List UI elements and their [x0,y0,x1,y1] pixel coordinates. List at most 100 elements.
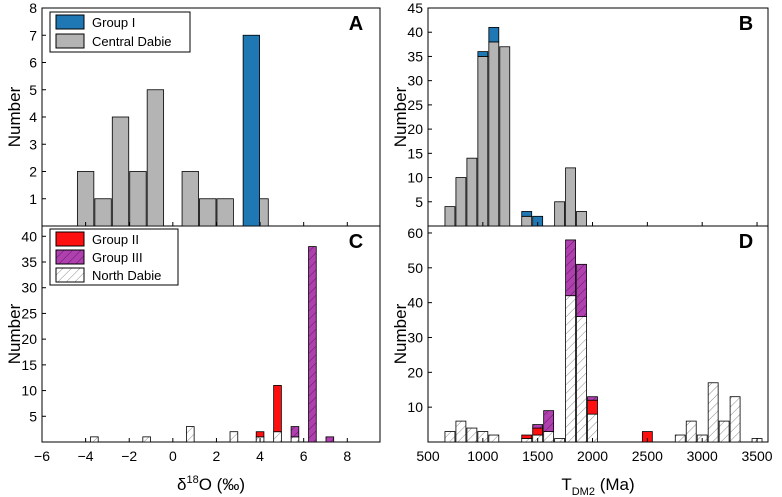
panel-a-ylabel: Number [5,86,24,147]
panel-b-ylabel: Number [391,86,410,147]
bar-b-central-1900 [576,211,587,227]
bar-b-groupi-1400 [521,211,533,217]
xtick-label-c-6: 6 [300,448,308,464]
bar-d-north-3200 [718,420,730,443]
ytick-label-a-7: 7 [29,27,37,43]
bar-d-groupiii-1600 [543,410,555,432]
bar-b-groupi-1100 [488,26,500,43]
ytick-label-d-50: 50 [407,260,423,276]
ytick-label-a-4: 4 [29,109,37,125]
bar-d-groupiii-1500 [532,424,544,429]
bar-a-groupi-3.6 [242,34,260,227]
bar-c-north--1.2 [142,436,151,443]
ytick-label-d-20: 20 [407,364,423,380]
bar-d-north-1900 [576,316,587,443]
xtick-label-d-1500: 1500 [522,448,553,464]
ytick-label-b-45: 45 [407,0,423,16]
ytick-label-d-10: 10 [407,399,423,415]
legend-label-group-i: Group I [92,15,135,30]
ytick-label-a-5: 5 [29,82,37,98]
bar-b-central-700 [444,206,456,227]
legend-swatch-north-dabie [55,267,85,283]
bar-b-central-1400 [521,215,533,227]
bar-a-central-1.6 [199,198,217,227]
bar-b-central-900 [466,157,478,227]
ytick-label-c-15: 15 [21,357,37,373]
panel-a: 1 2 3 4 5 6 7 8 [29,0,348,227]
panel-c-xlabel: δ18O (‰) [177,474,245,494]
bar-d-north-1100 [488,434,500,443]
bar-d-north-900 [466,427,478,443]
bar-d-north-2800 [674,434,686,443]
xlabel-ma: (Ma) [595,475,635,494]
bar-d-groupiii-2000 [587,396,598,401]
panel-b-label: B [739,13,753,35]
bar-c-groupiii-6.4 [308,246,317,443]
legend-swatch-group-i [55,14,85,30]
ytick-label-a-1: 1 [29,191,37,207]
xtick-label-c-4: 4 [256,448,264,464]
bar-b-central-1200 [499,46,511,227]
bar-a-central-0.8 [181,171,199,227]
ytick-label-a-2: 2 [29,164,37,180]
bar-c-north-5.6 [290,436,300,443]
legend-c: Group II Group III North Dabie [49,228,179,286]
xtick-label-c-8: 8 [343,448,351,464]
bar-b-central-1800 [565,167,576,227]
legend-label-north-dabie: North Dabie [92,268,161,283]
xtick-label-d-1000: 1000 [467,448,498,464]
bar-a-central--3.2 [94,198,112,227]
bar-d-north-2000 [587,413,598,443]
ytick-label-c-10: 10 [21,383,37,399]
ytick-label-c-5: 5 [29,408,37,424]
ytick-label-c-35: 35 [21,254,37,270]
ytick-label-b-30: 30 [407,73,423,89]
xtick-label-d-3500: 3500 [741,448,772,464]
bar-d-north-3300 [729,396,741,443]
panel-c: 5 10 15 20 25 30 35 40 −6 −4 −2 0 2 4 6 8 [21,228,351,464]
bar-a-central--2.4 [111,116,130,227]
ytick-label-b-10: 10 [407,170,423,186]
bar-d-north-700 [444,431,456,443]
bar-b-central-1700 [554,201,566,227]
ytick-label-a-8: 8 [29,0,37,16]
bar-c-groupii-4 [255,431,265,438]
legend-label-group-ii: Group II [92,232,139,247]
bar-d-north-1400 [521,438,533,443]
xtick-label-d-2500: 2500 [632,448,663,464]
xtick-label-c-2: 2 [213,448,221,464]
bar-d-north-3100 [707,382,719,443]
legend-swatch-group-iii [55,249,85,265]
panel-d-label: D [739,231,753,253]
bar-c-north--3.6 [90,436,99,443]
xtick-label-c-0: 0 [169,448,177,464]
bar-a-central--4 [76,171,95,227]
bar-a-central--0.8 [146,89,165,227]
ytick-label-b-40: 40 [407,24,423,40]
xtick-label-d-500: 500 [416,448,440,464]
bar-d-groupii-1500 [532,427,544,436]
ytick-label-c-30: 30 [21,280,37,296]
panel-c-ylabel: Number [5,303,24,364]
xlabel-sup: 18 [186,474,198,486]
panel-c-label: C [349,231,363,253]
bar-b-groupi-1000 [477,51,489,57]
bar-c-north-2.8 [229,431,239,443]
xlabel-sub: DM2 [572,486,595,497]
bar-a-central-2.4 [216,198,234,227]
xlabel-delta: δ [177,475,186,494]
ytick-label-c-25: 25 [21,305,37,321]
bar-b-central-800 [455,177,467,227]
bar-d-north-1800 [565,295,576,443]
ytick-label-c-20: 20 [21,331,37,347]
ytick-label-b-15: 15 [407,145,423,161]
ytick-label-a-3: 3 [29,136,37,152]
bar-a-central--1.6 [129,171,147,227]
xlabel-rest: O (‰) [199,475,245,494]
xlabel-t: T [561,475,571,494]
ytick-label-d-30: 30 [407,329,423,345]
bar-d-north-2900 [685,420,697,443]
bar-d-groupiii-1900 [576,263,587,317]
legend-label-group-iii: Group III [92,250,143,265]
